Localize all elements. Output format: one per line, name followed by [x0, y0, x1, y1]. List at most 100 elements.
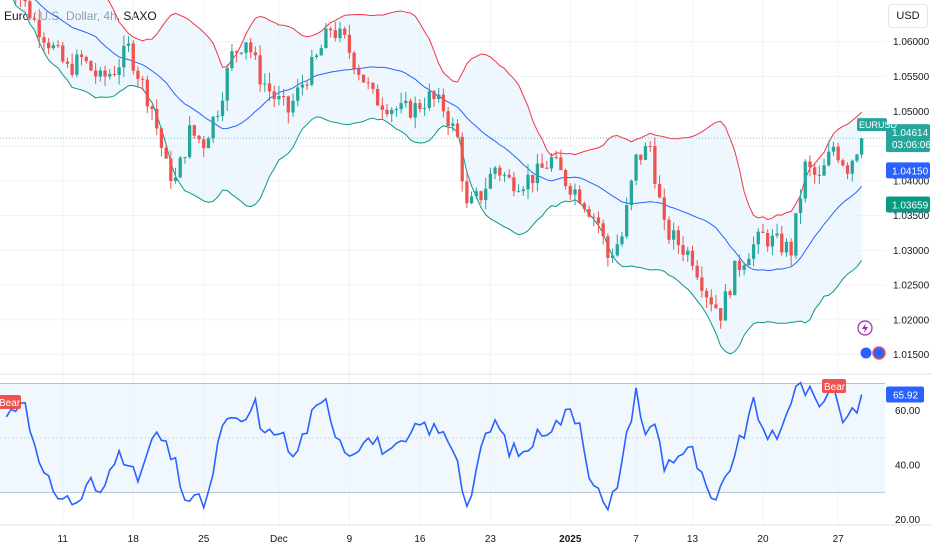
candle-body — [728, 291, 732, 296]
time-tick-label: 9 — [347, 534, 353, 545]
candle-body — [347, 34, 352, 53]
candle-body — [56, 45, 60, 47]
candle-body — [418, 103, 422, 109]
candle-body — [794, 213, 798, 256]
candle-body — [249, 42, 253, 53]
last-price-tag-text: 1.04614 — [892, 128, 929, 139]
candle-body — [197, 135, 201, 140]
candle-body — [131, 43, 135, 71]
price-tick-label: 1.06000 — [893, 37, 930, 48]
candle-body — [343, 28, 347, 35]
candle-body — [437, 94, 441, 100]
candle-body — [813, 167, 817, 175]
candle-body — [855, 154, 859, 161]
candle-body — [761, 231, 765, 233]
candle-body — [587, 209, 591, 217]
time-tick-label: 25 — [198, 534, 210, 545]
candle-body — [657, 183, 662, 198]
candle-body — [324, 28, 328, 49]
candle-body — [28, 1, 32, 19]
candle-body — [305, 84, 309, 86]
candle-body — [582, 203, 587, 210]
candle-body — [319, 48, 323, 56]
candle-body — [719, 308, 723, 321]
price-tick-label: 1.05500 — [893, 72, 930, 83]
candle-body — [140, 78, 145, 80]
price-tick-label: 1.02500 — [893, 281, 930, 292]
candle-body — [173, 177, 178, 182]
bear-label-left — [0, 395, 21, 409]
symbol-tag — [857, 118, 887, 132]
candle-body — [620, 236, 624, 245]
candle-body — [357, 68, 361, 75]
currency-selector[interactable]: USD — [888, 4, 928, 28]
candle-body — [592, 216, 596, 218]
candle-body — [484, 188, 488, 201]
candle-body — [75, 54, 79, 75]
candle-body — [155, 109, 159, 129]
candle-body — [756, 231, 760, 245]
candle-body — [789, 241, 793, 256]
candle-body — [568, 186, 572, 195]
candle-body — [239, 52, 243, 54]
candle-body — [817, 174, 821, 176]
basis-tag — [886, 162, 930, 179]
candle-body — [32, 18, 37, 20]
candle-body — [507, 174, 511, 178]
candle-body — [460, 136, 464, 182]
lower-band-tag-text: 1.03659 — [892, 200, 929, 211]
candle-body — [277, 95, 281, 100]
candle-body — [47, 42, 51, 49]
candle-body — [841, 160, 845, 166]
last-price-tag-countdown: 03:06:06 — [892, 140, 931, 151]
candle-body — [643, 145, 648, 160]
candle-body — [465, 181, 469, 204]
candle-body — [850, 160, 854, 174]
time-tick-label: 7 — [633, 534, 639, 545]
candle-body — [23, 0, 27, 2]
lightning-glyph — [862, 323, 868, 333]
time-tick-label: 23 — [485, 534, 497, 545]
candle-body — [446, 111, 450, 127]
candle-body — [338, 28, 342, 39]
candle-body — [159, 128, 164, 148]
candle-body — [300, 84, 305, 88]
candle-body — [780, 233, 784, 253]
candle-body — [117, 67, 121, 76]
rsi-tick-label: 60.00 — [895, 406, 920, 417]
dividends-icon — [872, 346, 886, 360]
candle-body — [672, 230, 676, 240]
candle-body — [502, 174, 507, 176]
price-tick-label: 1.03000 — [893, 246, 930, 257]
candle-body — [263, 83, 267, 85]
candle-body — [404, 100, 408, 104]
band-fill — [13, 0, 862, 354]
candle-body — [573, 189, 577, 195]
rsi-tick-label: 40.00 — [895, 461, 920, 472]
candle-body — [662, 197, 666, 220]
candle-body — [267, 83, 272, 92]
candle-body — [42, 37, 46, 43]
candle-body — [690, 250, 695, 266]
candle-body — [695, 265, 699, 278]
candle-body — [578, 189, 582, 204]
candle-body — [601, 223, 605, 237]
candle-body — [79, 54, 84, 57]
candle-body — [441, 94, 446, 112]
candle-body — [822, 165, 826, 176]
candle-body — [103, 70, 107, 77]
time-tick-label: 16 — [414, 534, 426, 545]
time-tick-label: 18 — [128, 534, 140, 545]
candle-body — [479, 191, 483, 201]
candle-body — [639, 154, 643, 160]
candle-body — [686, 250, 690, 255]
time-tick-label: Dec — [270, 534, 288, 545]
candle-body — [784, 241, 789, 253]
candle-body — [122, 45, 126, 68]
candle-body — [108, 74, 112, 77]
candle-body — [563, 170, 568, 187]
lower-band-tag — [886, 196, 930, 213]
candle-body — [93, 70, 98, 77]
candle-body — [451, 123, 455, 127]
